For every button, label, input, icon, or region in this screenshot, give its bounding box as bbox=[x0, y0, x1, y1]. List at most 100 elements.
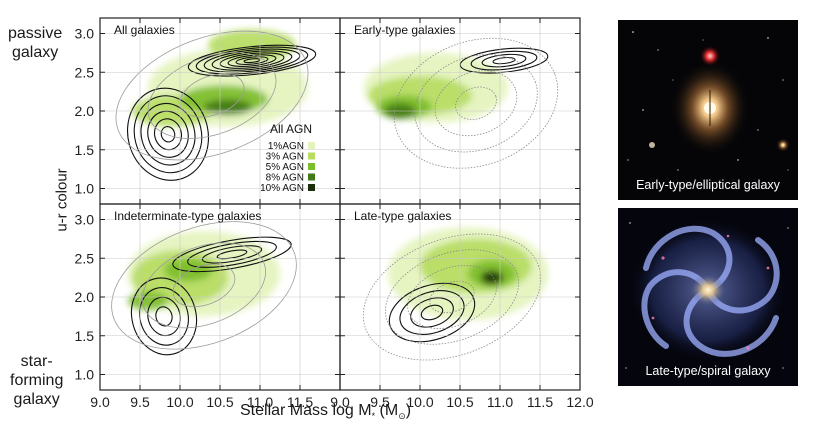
panel-0-contour-1-6 bbox=[235, 56, 269, 66]
legend-swatch-0 bbox=[308, 142, 315, 149]
x-tick-label-left-4: 11.0 bbox=[247, 394, 273, 410]
passive-galaxy-label: passive galaxy bbox=[8, 24, 62, 62]
panel-3-contour-1-2 bbox=[407, 265, 497, 329]
starforming-line-1: star- bbox=[20, 353, 53, 370]
y-tick-label-2-1: 1.5 bbox=[75, 328, 95, 344]
panel-0-contour-2-1 bbox=[147, 52, 277, 139]
y-tick-label-0-1: 1.5 bbox=[75, 142, 95, 158]
passive-line-1: passive bbox=[8, 25, 63, 42]
panel-0-contour-0-1 bbox=[133, 95, 203, 174]
y-tick-label-2-0: 1.0 bbox=[75, 367, 95, 383]
x-tick-label-left-0: 9.0 bbox=[90, 394, 110, 410]
x-axis-title: Stellar Mass log M* (M⊙) bbox=[240, 402, 411, 422]
panel-3-agn-region-3 bbox=[480, 270, 504, 285]
grid-layer bbox=[100, 18, 580, 390]
photo-elliptical-galaxy: Early-type/elliptical galaxy bbox=[618, 20, 798, 200]
y-tick-label-0-3: 2.5 bbox=[75, 64, 95, 80]
panel-2-agn-region-2 bbox=[164, 258, 212, 282]
panel-2-contour-1-0 bbox=[172, 236, 292, 273]
panel-0-contour-1-1 bbox=[195, 46, 309, 75]
panel-3-shading bbox=[388, 227, 548, 321]
panel-0-shading bbox=[132, 29, 308, 127]
starforming-line-2: forming bbox=[10, 372, 64, 389]
panel-1-contour-1-2 bbox=[434, 70, 518, 137]
panel-title-layer: All galaxies Early-type galaxies Indetermi… bbox=[114, 23, 455, 223]
x-tick-label-left-2: 10.0 bbox=[166, 394, 193, 410]
x-tick-label-right-2: 10.0 bbox=[406, 394, 433, 410]
x-tick-label-right-1: 9.5 bbox=[370, 394, 390, 410]
panel-0-contour-0-3 bbox=[147, 110, 189, 158]
panel-title-3: Late-type galaxies bbox=[354, 209, 451, 223]
elliptical-galaxy-image bbox=[618, 20, 798, 200]
x-tick-label-left-5: 11.5 bbox=[287, 394, 313, 410]
x-tick-label-right-6: 12.0 bbox=[566, 394, 593, 410]
spiral-caption: Late-type/spiral galaxy bbox=[645, 364, 771, 378]
panel-3-contours bbox=[362, 233, 542, 361]
panel-0-contour-1-3 bbox=[211, 50, 293, 71]
starforming-line-3: galaxy bbox=[13, 391, 60, 408]
panel-1-contour-1-0 bbox=[393, 37, 559, 169]
panel-0-contour-0-5 bbox=[160, 126, 176, 143]
panel-2-contour-1-3 bbox=[216, 249, 248, 260]
panel-3-contour-1-1 bbox=[385, 249, 519, 345]
panel-title-1: Early-type galaxies bbox=[354, 23, 455, 37]
x-title-close: ) bbox=[405, 402, 412, 419]
panel-1-contour-0-1 bbox=[470, 50, 538, 71]
legend-label-1: 3% AGN bbox=[266, 152, 304, 163]
panel-2-contour-1-1 bbox=[187, 240, 277, 268]
panel-2-contour-2-0 bbox=[111, 221, 297, 350]
panel-0-contour-2-2 bbox=[179, 73, 245, 118]
legend-swatch-2 bbox=[308, 163, 315, 170]
spiral-galaxy-image bbox=[618, 208, 798, 386]
legend-label-0: 1%AGN bbox=[268, 141, 304, 152]
panel-0-contour-2-0 bbox=[115, 30, 309, 161]
panel-2-contour-2-1 bbox=[142, 242, 266, 329]
panel-0-contour-1-0 bbox=[187, 44, 317, 77]
panel-2-contours bbox=[111, 221, 297, 356]
contour-layer bbox=[111, 30, 559, 361]
legend-swatch-4 bbox=[308, 184, 315, 191]
x-tick-label-right-4: 11.0 bbox=[487, 394, 513, 410]
panel-2-contour-0-2 bbox=[147, 296, 181, 337]
photo-spiral-galaxy: Late-type/spiral galaxy bbox=[618, 208, 798, 386]
tick-label-layer: 1.0 1.5 2.0 2.5 3.0 1.0 1.5 2.0 2.5 3.0 9.0 9.5 10.0… bbox=[75, 26, 594, 411]
panel-1-shading bbox=[364, 52, 508, 123]
panel-1-contour-0-3 bbox=[492, 56, 516, 65]
panel-3-contour-1-0 bbox=[362, 233, 542, 361]
panel-title-0: All galaxies bbox=[114, 23, 175, 37]
panel-0-contour-0-2 bbox=[140, 102, 196, 166]
panel-0-contour-1-5 bbox=[227, 54, 277, 67]
legend-label-3: 8% AGN bbox=[266, 173, 304, 184]
x-tick-label-left-1: 9.5 bbox=[130, 394, 150, 410]
y-tick-label-0-2: 2.0 bbox=[75, 103, 95, 119]
panel-2-agn-region-3 bbox=[128, 291, 168, 311]
panel-3-contour-0-3 bbox=[420, 304, 444, 321]
panel-3-contour-0-1 bbox=[399, 290, 465, 335]
y-tick-label-2-4: 3.0 bbox=[75, 212, 95, 228]
x-tick-label-right-3: 10.5 bbox=[446, 394, 473, 410]
y-tick-label-0-0: 1.0 bbox=[75, 181, 95, 197]
panel-3-contour-1-3 bbox=[429, 280, 475, 314]
panel-2-contour-1-2 bbox=[201, 245, 263, 264]
panel-0-agn-region-4 bbox=[204, 99, 252, 115]
x-title-sub: * bbox=[371, 411, 376, 422]
y-tick-label-2-3: 2.5 bbox=[75, 250, 95, 266]
y-tick-label-2-2: 2.0 bbox=[75, 289, 95, 305]
panel-3-contour-0-2 bbox=[410, 297, 454, 328]
elliptical-caption: Early-type/elliptical galaxy bbox=[636, 178, 780, 192]
legend-swatch-3 bbox=[308, 173, 315, 181]
x-tick-label-right-0: 9.0 bbox=[330, 394, 350, 410]
x-title-main: Stellar Mass log M bbox=[240, 402, 372, 419]
legend-label-4: 10% AGN bbox=[260, 183, 304, 194]
x-tick-label-left-3: 10.5 bbox=[206, 394, 233, 410]
legend-label-2: 5% AGN bbox=[266, 162, 304, 173]
panel-1-contour-1-3 bbox=[455, 86, 497, 120]
panel-2-contour-0-1 bbox=[139, 287, 189, 346]
panel-2-contour-0-0 bbox=[130, 277, 198, 356]
x-tick-label-right-5: 11.5 bbox=[527, 394, 553, 410]
panel-2-contour-2-2 bbox=[172, 263, 236, 308]
frame-layer bbox=[99, 17, 581, 391]
x-title-sun: ⊙ bbox=[398, 411, 406, 422]
